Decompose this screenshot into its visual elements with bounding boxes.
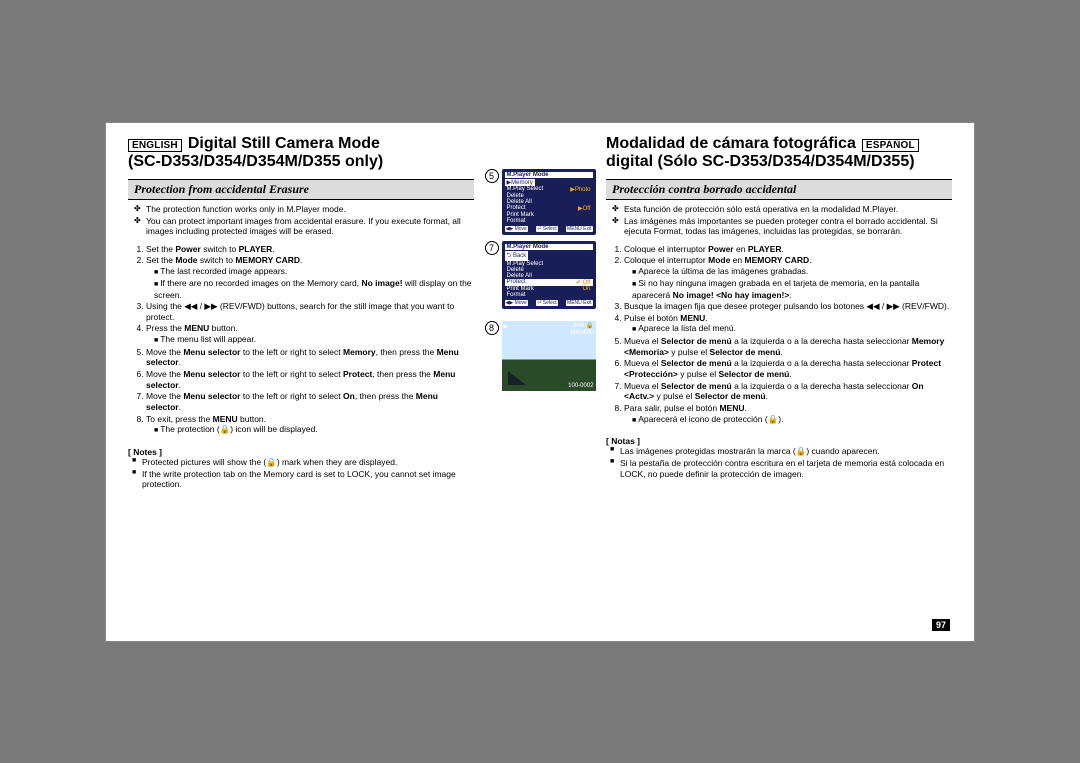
list-item: Para salir, pulse el botón MENU.Aparecer… [624,403,952,425]
list-item: Mueva el Selector de menú a la izquierda… [624,358,952,379]
list-item: Las imágenes protegidas mostrarán la mar… [620,446,952,457]
notes-left: Protected pictures will show the (🔒) mar… [128,457,474,491]
lcd-row: Format [505,292,593,298]
photo-play-icon: ▶ [504,323,509,330]
list-item: Coloque el interruptor Power en PLAYER. [624,244,952,255]
list-item: Las imágenes más importantes se pueden p… [624,216,952,237]
figure-5: 5 M.Player Mode ▶Memory M.Play Select▶Ph… [485,169,596,235]
title-line2-right: digital (Sólo SC-D353/D354/D354M/D355) [606,153,915,171]
lcd-screen-2: M.Player Mode ⮌ Back M.Play SelectDelete… [502,241,596,309]
list-item: If the write protection tab on the Memor… [142,469,474,490]
lang-badge-english: ENGLISH [128,139,182,152]
list-item: Mueva el Selector de menú a la izquierda… [624,336,952,357]
lcd2-rows: M.Play SelectDeleteDelete All [505,261,593,279]
lcd-row: M.Play Select▶Photo [505,186,593,193]
lcd2-protect-label: Protect [507,279,526,286]
lcd2-title: M.Player Mode [505,244,593,250]
list-item: You can protect important images from ac… [146,216,474,237]
lcd1-title: M.Player Mode [505,172,593,178]
mountain-icon [508,371,526,385]
intro-bullets-right: Esta función de protección sólo está ope… [606,204,952,238]
lcd2-footer: ◀▶ Move ⏎ Select MENU Exit [505,300,593,306]
lcd2-after: Print MarkOnFormat [505,286,593,298]
lcd-row: Format [505,218,593,224]
list-item: Move the Menu selector to the left or ri… [146,391,474,412]
list-item: Mueva el Selector de menú a la izquierda… [624,381,952,402]
lang-badge-spanish: ESPAÑOL [862,139,919,152]
manual-page: ENGLISH Digital Still Camera Mode (SC-D3… [105,122,975,642]
lcd1-rows: M.Play Select▶PhotoDeleteDelete AllProte… [505,186,593,224]
step-circle-7: 7 [485,241,499,255]
lcd-screen-1: M.Player Mode ▶Memory M.Play Select▶Phot… [502,169,596,235]
lcd2-protect-row: Protect ✔ Off [505,279,593,286]
spanish-column: Modalidad de cámara fotográfica ESPAÑOL … [600,135,952,623]
figure-8: 8 ▶ 2/46 🔒 800x600 100-0002 [485,321,596,391]
list-item: To exit, press the MENU button.The prote… [146,414,474,436]
list-item: Protected pictures will show the (🔒) mar… [142,457,474,468]
two-column-layout: ENGLISH Digital Still Camera Mode (SC-D3… [128,135,952,623]
intro-bullets-left: The protection function works only in M.… [128,204,474,238]
lcd-foot-item: ◀▶ Move [505,226,528,232]
list-item: Press the MENU button.The menu list will… [146,323,474,345]
list-item: Si la pestaña de protección contra escri… [620,458,952,479]
list-item: Move the Menu selector to the left or ri… [146,347,474,368]
lcd2-back: ⮌ Back [505,251,529,261]
lcd1-highlight: ▶Memory [505,179,535,186]
photo-top-right: 2/46 🔒 800x600 [570,323,593,337]
list-item: Set the Power switch to PLAYER. [146,244,474,255]
title-line2-left: (SC-D353/D354/D354M/D355 only) [128,153,383,171]
title-line1-right: Modalidad de cámara fotográfica [606,135,856,153]
list-item: Pulse el botón MENU.Aparece la lista del… [624,313,952,335]
list-item: Esta función de protección sólo está ope… [624,204,952,215]
header-right: Modalidad de cámara fotográfica ESPAÑOL … [606,135,952,171]
list-item: The protection function works only in M.… [146,204,474,215]
photo-filenum: 100-0002 [568,383,593,389]
lcd-foot-item: ⏎ Select [536,226,557,232]
notes-heading-left: [ Notes ] [128,447,474,457]
section-heading-left: Protection from accidental Erasure [128,179,474,200]
preview-photo: ▶ 2/46 🔒 800x600 100-0002 [502,321,596,391]
figure-7: 7 M.Player Mode ⮌ Back M.Play SelectDele… [485,241,596,309]
step-circle-8: 8 [485,321,499,335]
lcd2-protect-val: ✔ Off [576,279,591,286]
list-item: Move the Menu selector to the left or ri… [146,369,474,390]
center-figures: 5 M.Player Mode ▶Memory M.Play Select▶Ph… [480,135,600,623]
english-column: ENGLISH Digital Still Camera Mode (SC-D3… [128,135,480,623]
list-item: Coloque el interruptor Mode en MEMORY CA… [624,255,952,300]
notes-heading-right: [ Notas ] [606,436,952,446]
list-item: Using the ◀◀ / ▶▶ (REV/FWD) buttons, sea… [146,301,474,322]
list-item: Set the Mode switch to MEMORY CARD.The l… [146,255,474,300]
lcd-foot-item: ⏎ Select [536,300,557,306]
photo-resolution: 800x600 [570,330,593,337]
title-line1-left: Digital Still Camera Mode [188,135,380,153]
photo-counter: 2/46 🔒 [570,323,593,330]
header-left: ENGLISH Digital Still Camera Mode (SC-D3… [128,135,474,171]
section-heading-right: Protección contra borrado accidental [606,179,952,200]
list-item: Busque la imagen fija que desee proteger… [624,301,952,312]
lcd-foot-item: MENU Exit [566,226,592,232]
notes-right: Las imágenes protegidas mostrarán la mar… [606,446,952,480]
lcd-foot-item: MENU Exit [566,300,592,306]
step-circle-5: 5 [485,169,499,183]
lcd-row: Protect▶Off [505,205,593,212]
page-number: 97 [932,619,950,631]
lcd-foot-item: ◀▶ Move [505,300,528,306]
lcd1-footer: ◀▶ Move ⏎ Select MENU Exit [505,226,593,232]
steps-right: Coloque el interruptor Power en PLAYER.C… [606,244,952,427]
steps-left: Set the Power switch to PLAYER.Set the M… [128,244,474,437]
